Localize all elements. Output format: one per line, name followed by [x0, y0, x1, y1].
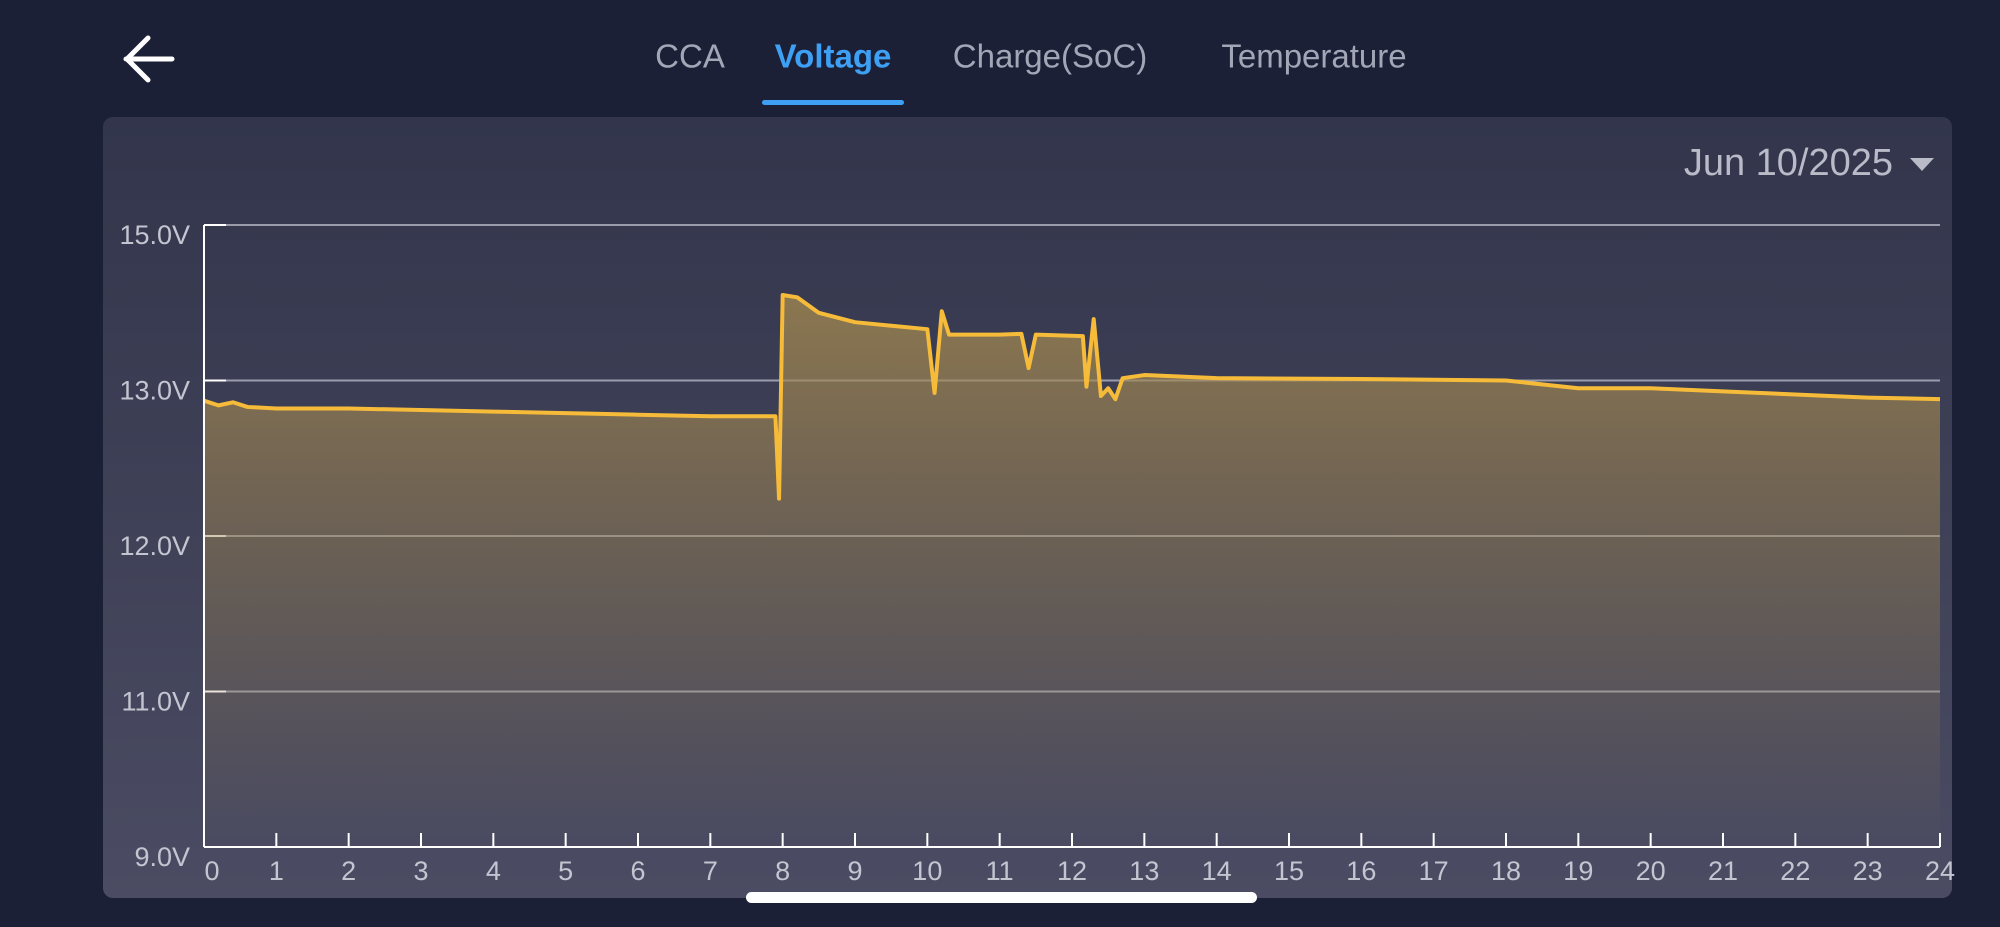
y-tick-label: 9.0V: [134, 842, 190, 872]
date-selector[interactable]: Jun 10/2025: [1684, 142, 1934, 184]
tab[interactable]: Temperature: [1221, 38, 1406, 75]
x-tick-label: 13: [1129, 856, 1159, 886]
x-tick-label: 5: [558, 856, 573, 886]
x-tick-label: 16: [1346, 856, 1376, 886]
x-tick-label: 2: [341, 856, 356, 886]
tab[interactable]: CCA: [655, 38, 725, 75]
x-tick-label: 23: [1853, 856, 1883, 886]
x-tick-label: 0: [204, 856, 219, 886]
x-tick-label: 14: [1202, 856, 1232, 886]
dropdown-icon[interactable]: [1910, 158, 1934, 171]
x-tick-label: 17: [1419, 856, 1449, 886]
x-tick-label: 3: [413, 856, 428, 886]
x-tick-label: 15: [1274, 856, 1304, 886]
x-tick-label: 1: [269, 856, 284, 886]
date-label[interactable]: Jun 10/2025: [1684, 142, 1893, 184]
x-tick-label: 18: [1491, 856, 1521, 886]
home-indicator: [746, 892, 1257, 903]
x-tick-label: 9: [847, 856, 862, 886]
x-tick-label: 24: [1925, 856, 1955, 886]
y-tick-label: 13.0V: [119, 376, 190, 406]
y-tick-label: 15.0V: [119, 220, 190, 250]
x-tick-label: 4: [486, 856, 501, 886]
area: [204, 294, 1940, 848]
x-tick-label: 8: [775, 856, 790, 886]
back-arrow[interactable]: [123, 35, 175, 83]
x-tick-label: 7: [703, 856, 718, 886]
tab-underline: [762, 100, 904, 105]
tab[interactable]: Charge(SoC): [953, 38, 1147, 75]
x-tick-label: 6: [630, 856, 645, 886]
tab[interactable]: Voltage: [775, 38, 892, 75]
x-tick-label: 10: [912, 856, 942, 886]
line: [203, 292, 1941, 501]
x-tick-label: 20: [1636, 856, 1666, 886]
y-tick-label: 11.0V: [121, 687, 190, 717]
back-button[interactable]: [123, 35, 175, 83]
y-tick-label: 12.0V: [119, 531, 190, 561]
x-tick-label: 11: [986, 856, 1014, 886]
x-tick-label: 22: [1780, 856, 1810, 886]
x-tick-label: 12: [1057, 856, 1087, 886]
x-tick-label: 19: [1563, 856, 1593, 886]
x-tick-label: 21: [1708, 856, 1738, 886]
